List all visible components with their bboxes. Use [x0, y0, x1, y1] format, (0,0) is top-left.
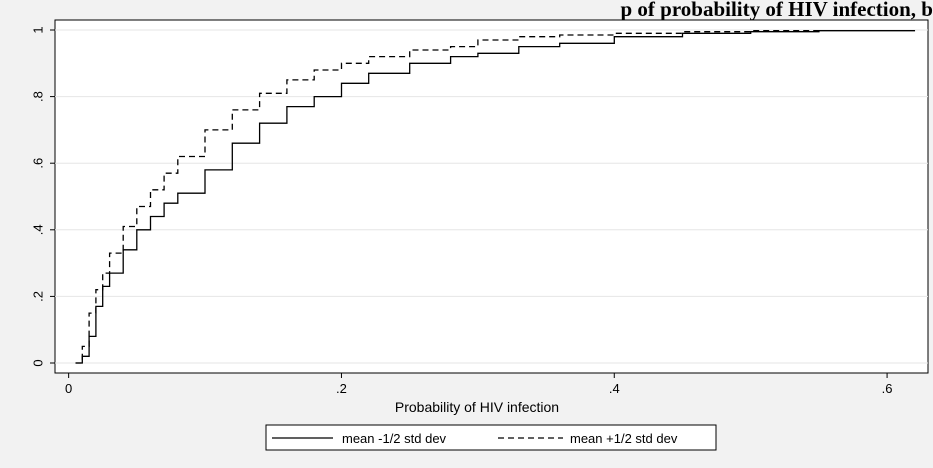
legend-label-series-2: mean +1/2 std dev	[570, 431, 678, 446]
series-line-1	[75, 30, 916, 364]
legend: mean -1/2 std dev mean +1/2 std dev	[265, 424, 717, 451]
y-tick-label: 0	[31, 359, 46, 366]
legend-label-series-1: mean -1/2 std dev	[342, 431, 447, 446]
x-tick-label: 0	[65, 381, 72, 396]
gridlines	[55, 29, 928, 364]
x-tick-label: .2	[336, 381, 347, 396]
y-tick-label: .6	[31, 158, 46, 169]
y-tick-label: 1	[31, 26, 46, 33]
chart-title: p of probability of HIV infection, b	[620, 0, 933, 21]
x-tick-label: .4	[609, 381, 620, 396]
plot-area	[54, 19, 929, 374]
y-tick-label: .8	[31, 91, 46, 102]
x-axis: 0 .2 .4 .6	[65, 373, 893, 396]
x-axis-label: Probability of HIV infection	[395, 399, 559, 415]
y-tick-label: .2	[31, 291, 46, 302]
y-tick-label: .4	[31, 224, 46, 235]
series-lines	[75, 30, 916, 364]
y-axis: 0 .2 .4 .6 .8 1	[31, 26, 55, 367]
x-tick-label: .6	[882, 381, 893, 396]
legend-box	[265, 424, 717, 451]
series-line-2	[75, 30, 820, 364]
